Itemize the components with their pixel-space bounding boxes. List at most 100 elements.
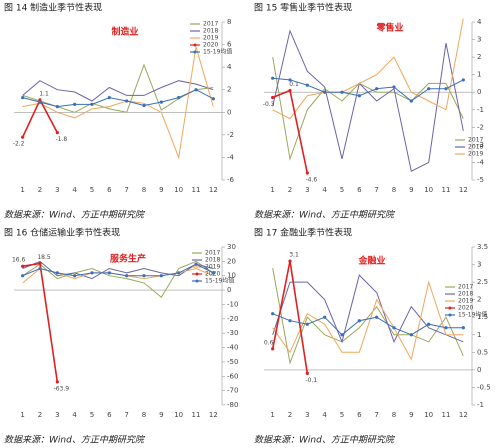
x-tick-label: 9 [409,186,413,194]
series-line [22,260,214,299]
y-tick-label: 8 [227,18,231,26]
y-tick-label: 30 [227,243,236,251]
x-tick-label: 6 [107,186,112,194]
legend-label: 15-19均值 [203,48,232,56]
y-tick-label: -40 [227,344,238,352]
data-label: 16.6 [12,257,26,264]
point [55,105,59,109]
y-tick-label: -50 [227,358,238,366]
point [271,347,275,351]
point [271,76,275,80]
annotation: 零售业 [375,22,403,34]
y-tick-label: 20 [227,257,236,265]
point [409,333,413,337]
legend-label: 2019 [468,151,483,158]
x-tick-label: 7 [124,186,128,194]
series-line [22,263,214,277]
caption: 图 15 零售业季节性表现 [254,2,352,14]
point [194,262,198,266]
point [125,99,129,103]
point [323,315,327,319]
point [211,97,215,101]
y-tick-label: -5 [477,176,484,184]
point [107,271,111,275]
x-tick-label: 1 [20,411,24,419]
point [73,274,77,278]
y-tick-label: -10 [227,300,238,308]
point [305,83,309,87]
y-tick-label: 10 [227,272,236,280]
y-tick-label: -1 [477,401,484,409]
legend-marker [448,306,452,310]
point [55,271,59,275]
point [444,326,448,330]
x-tick-label: 2 [288,186,292,194]
x-tick-label: 7 [374,411,378,419]
legend-marker [193,43,197,47]
point [288,259,292,263]
x-tick-label: 3 [55,411,59,419]
y-tick-label: 6 [227,41,232,49]
series-line [272,29,464,172]
caption: 图 17 金融业季节性表现 [254,227,352,239]
x-tick-label: 12 [459,411,468,419]
data-label: -4.6 [305,176,317,183]
point [159,100,163,104]
point [305,322,309,326]
annotation: 制造业 [111,26,138,38]
y-tick-label: 3.5 [477,243,488,251]
x-tick-label: 2 [38,186,42,194]
data-label: 0.6 [264,339,274,346]
y-tick-label: 3 [477,261,481,269]
x-tick-label: 12 [459,186,468,194]
legend-label: 2017 [468,137,483,144]
legend-label: 2017 [205,250,220,257]
x-tick-label: 1 [20,186,24,194]
caption: 图 16 仓储运输业季节性表现 [4,227,120,239]
data-label: -0.1 [305,377,317,384]
source: 数据来源：Wind、方正中期研究院 [254,210,396,221]
y-tick-label: 1 [477,331,481,339]
legend-label: 2020 [458,305,473,312]
point [159,274,163,278]
point [21,264,25,268]
x-tick-label: 4 [72,411,77,419]
legend-marker [195,279,199,283]
legend-label: 2018 [205,257,220,264]
legend-label: 2017 [203,21,218,28]
point [323,90,327,94]
annotation: 服务生产 [110,253,146,265]
legend-label: 15-19均值 [458,311,487,319]
y-tick-label: -60 [227,372,238,380]
x-tick-label: 11 [192,411,201,419]
x-tick-label: 12 [209,186,218,194]
legend-label: 2018 [468,144,483,151]
legend-marker [448,313,452,317]
caption: 图 14 制造业季节性表现 [4,2,102,14]
x-tick-label: 3 [305,411,309,419]
point [357,94,361,98]
series-line [272,313,464,336]
point [55,380,59,384]
x-tick-label: 6 [357,411,362,419]
series-line [272,274,464,344]
legend-label: 2019 [458,298,473,305]
point [357,319,361,323]
y-tick-label: 2.5 [477,278,488,286]
x-tick-label: 1 [270,411,274,419]
point [409,99,413,103]
point [21,274,25,278]
series-line [22,260,214,280]
x-tick-label: 3 [55,186,59,194]
x-tick-label: 9 [159,186,163,194]
x-tick-label: 10 [174,186,183,194]
y-tick-label: -4 [477,158,485,166]
point [375,315,379,319]
y-tick-label: 1 [477,71,481,79]
data-label: -0.3 [263,101,275,108]
x-tick-label: 5 [90,186,94,194]
series-line [272,268,464,365]
point [340,333,344,337]
x-tick-label: 3 [305,186,309,194]
point [194,88,198,92]
